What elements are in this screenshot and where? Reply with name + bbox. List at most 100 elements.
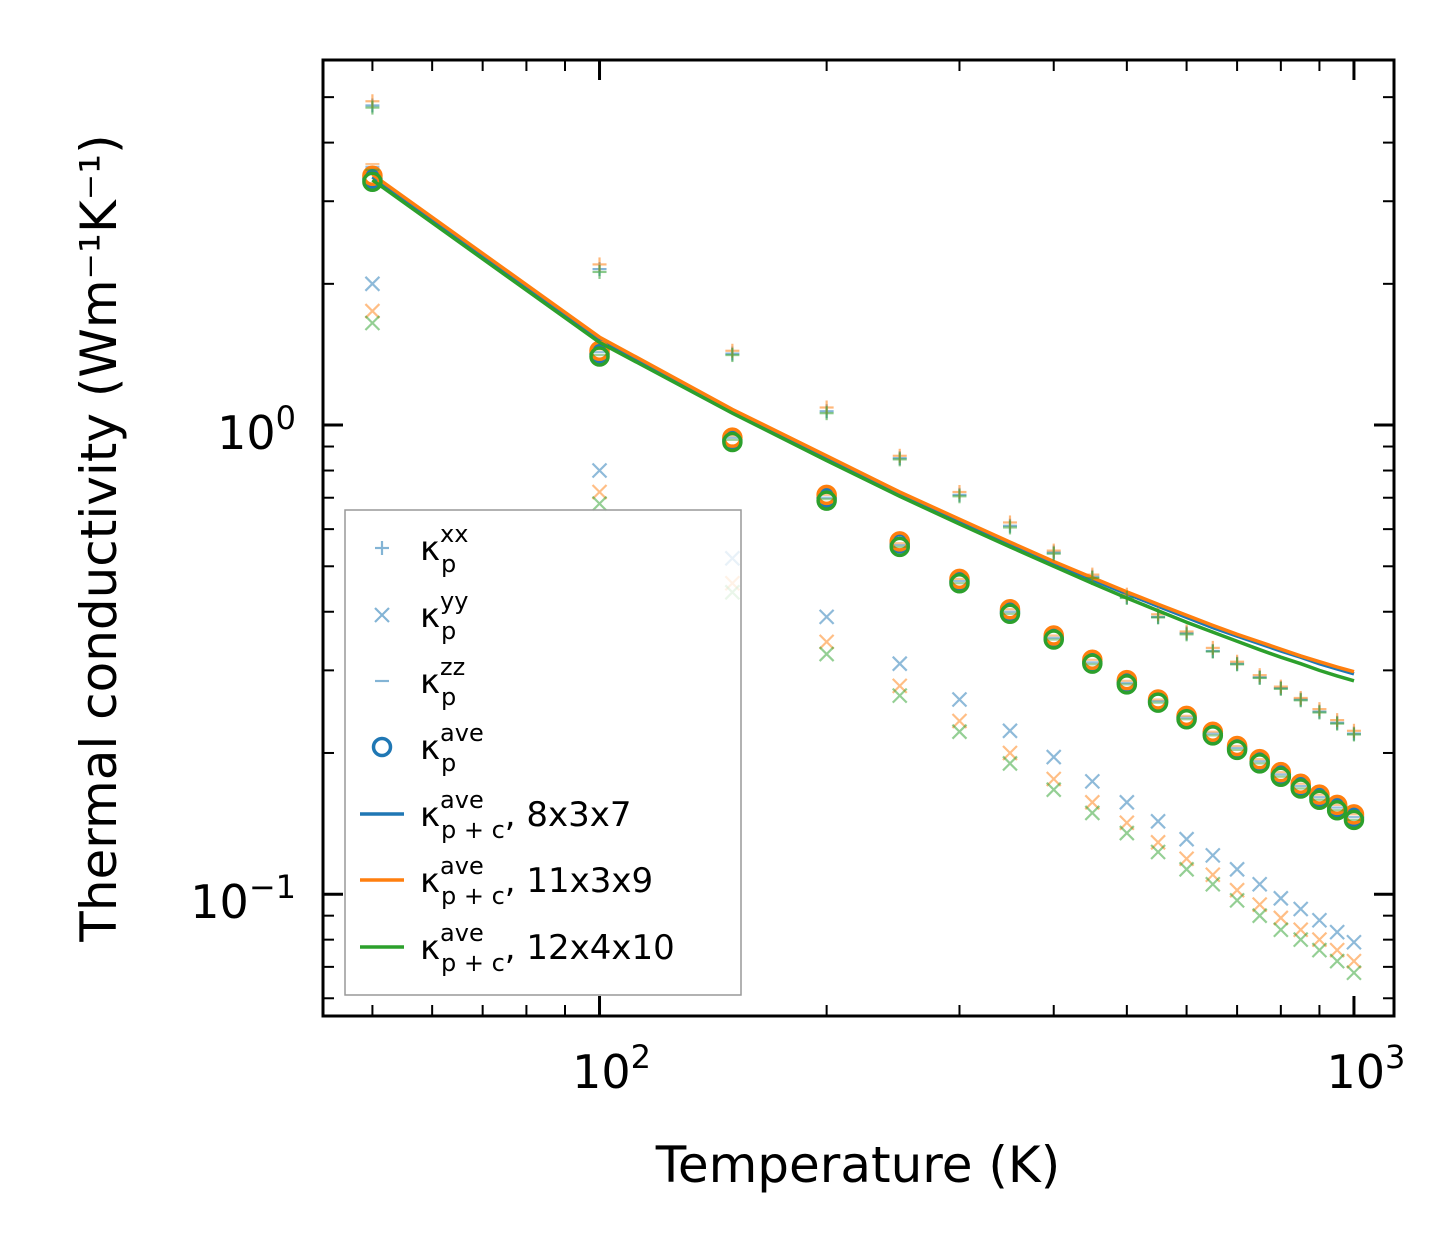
yy-point	[1329, 924, 1345, 940]
cross-b	[1273, 921, 1289, 938]
yy-point	[951, 691, 968, 708]
cross-b	[364, 315, 381, 331]
yy-point	[1150, 813, 1166, 830]
yy-point	[1119, 825, 1135, 841]
xx-point	[1252, 670, 1267, 685]
cross-b	[1150, 813, 1166, 830]
legend-entry: κzz p	[375, 653, 465, 711]
yy-point	[951, 723, 968, 740]
legend-entry: κave p	[371, 719, 484, 777]
cross-b	[1084, 773, 1101, 790]
xx-point	[952, 489, 967, 504]
axes-frame	[321, 58, 1396, 1018]
tick-labels: 102 103 10−1 100	[190, 399, 1405, 1099]
ave-point	[1226, 739, 1248, 761]
yy-point	[591, 484, 608, 500]
ave-point	[1176, 708, 1197, 730]
ave-point	[816, 484, 837, 506]
cross-b	[1292, 931, 1309, 948]
ave-point	[589, 346, 610, 367]
ave-point	[1326, 799, 1348, 821]
yy-point	[1205, 847, 1221, 864]
legend-label: κave p + c, 8x3x7	[420, 786, 632, 844]
yy-point	[1119, 794, 1135, 811]
cross-b	[1002, 755, 1018, 772]
cross-b	[818, 634, 835, 650]
xx-point	[1346, 727, 1361, 742]
yy-point	[1311, 912, 1328, 929]
cross-b	[591, 495, 608, 512]
yy-point	[1205, 876, 1221, 893]
cross-b	[1002, 723, 1018, 739]
yy-point	[591, 495, 608, 512]
cross-b	[1292, 901, 1309, 917]
cross-b	[1311, 942, 1328, 958]
xx-point	[1273, 681, 1288, 696]
yy-point	[1084, 805, 1101, 821]
ave-point	[1043, 629, 1064, 650]
legend: κxx p κyy p κzz p κave p κave p + c, 8x3x7 κave p +…	[344, 509, 742, 996]
yy-point	[1273, 910, 1289, 926]
xx-point	[1230, 657, 1245, 672]
cross-b	[1045, 749, 1062, 765]
cross-b	[1205, 847, 1221, 864]
yy-point	[1346, 953, 1362, 969]
xx-point	[1002, 520, 1017, 535]
yy-point	[591, 462, 608, 479]
cross-b	[818, 609, 835, 625]
cross-b	[891, 655, 908, 672]
yy-point	[364, 303, 381, 319]
yy-point	[364, 315, 381, 331]
ave-point	[1270, 766, 1292, 787]
y-tick-label: 100	[217, 399, 296, 460]
cross-b	[891, 687, 908, 704]
cross-b	[1346, 953, 1362, 969]
legend-entry: κyy p	[374, 587, 468, 645]
axis-ticks	[323, 59, 1394, 1016]
yy-point	[1329, 953, 1345, 969]
legend-plus-marker	[375, 541, 389, 555]
yy-point	[1178, 861, 1195, 878]
xx-point	[1293, 693, 1308, 708]
cross-b	[951, 691, 968, 708]
ave-point	[1116, 674, 1138, 695]
cross-b	[1205, 876, 1221, 893]
xx-point	[725, 348, 740, 363]
yy-point	[818, 646, 835, 662]
ave-point	[1290, 778, 1311, 799]
cross-b	[364, 303, 381, 319]
pc-line-11x3x9	[371, 173, 1355, 674]
cross-b	[591, 484, 608, 500]
yy-point	[818, 609, 835, 625]
cross-b	[1251, 907, 1268, 924]
yy-point	[1273, 890, 1289, 907]
xx-point	[1205, 644, 1220, 659]
yy-point	[1346, 964, 1362, 981]
cross-b	[1311, 912, 1328, 929]
cross-b	[1229, 861, 1245, 878]
y-axis-label: Thermal conductivity (Wm⁻¹K⁻¹)	[70, 134, 128, 942]
legend-label: κxx p	[420, 520, 468, 578]
cross-b	[1273, 910, 1289, 926]
cross-b	[1251, 876, 1268, 893]
xx-point	[365, 100, 380, 115]
yy-point	[1002, 723, 1018, 739]
legend-entry: κave p + c, 12x4x10	[360, 919, 675, 977]
yy-point	[1229, 892, 1245, 909]
yy-point	[1346, 934, 1362, 950]
xx-point	[1330, 716, 1345, 731]
yy-point	[1292, 931, 1309, 948]
ave-point	[816, 490, 837, 511]
ave-point	[1309, 789, 1330, 810]
xx-point	[1085, 571, 1100, 586]
legend-cross-marker	[374, 607, 390, 623]
xx-point	[592, 264, 607, 279]
cross-b	[1119, 794, 1135, 811]
plot-area	[362, 94, 1365, 981]
ave-point	[1147, 692, 1169, 713]
yy-point	[891, 655, 908, 672]
cross-b	[951, 723, 968, 740]
series-12x4x10	[362, 100, 1365, 981]
xx-point	[892, 452, 907, 467]
